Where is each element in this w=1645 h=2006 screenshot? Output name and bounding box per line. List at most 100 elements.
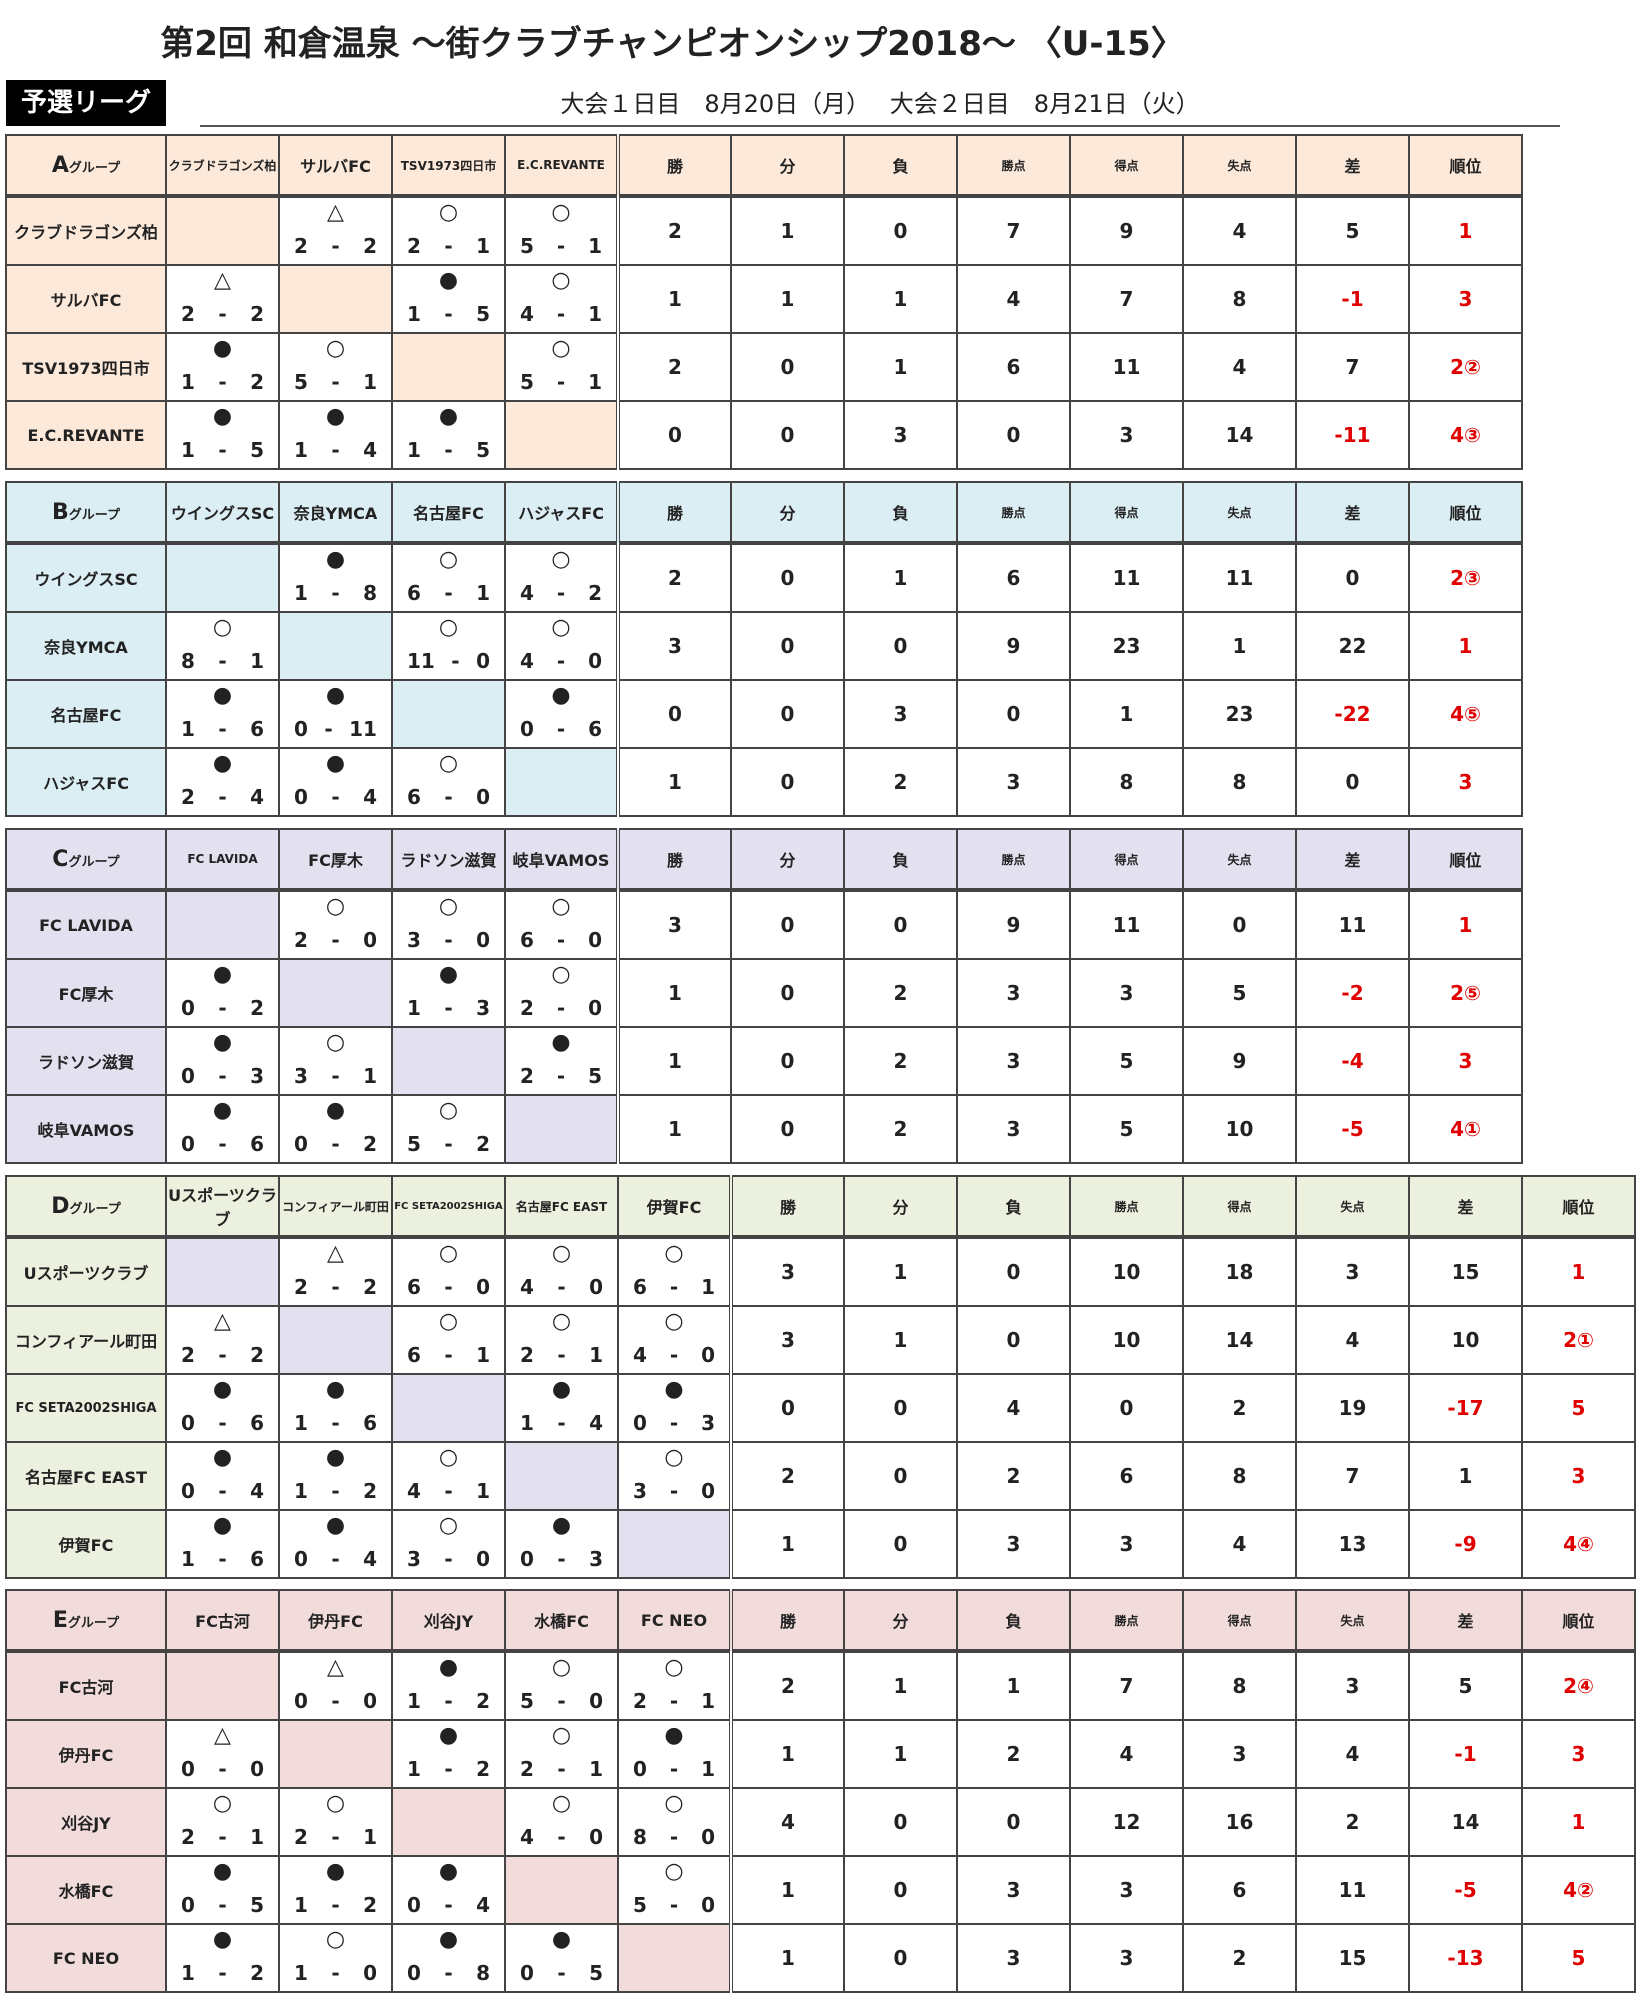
stat-value: 3 [956,958,1071,1028]
row-team-name: 岐阜VAMOS [5,1094,167,1164]
stat-value: 0 [843,194,958,266]
result-symbol: ● [212,1377,233,1402]
stat-value: 1 [616,958,732,1028]
stat-header: 差 [1408,1589,1523,1652]
match-score: 2-1 [506,1343,617,1367]
stat-value: 18 [1182,1235,1297,1307]
result-symbol: ● [325,404,346,429]
score-against: 5 [250,438,264,462]
result-symbol: ● [438,1927,459,1952]
score-for: 1 [407,996,421,1020]
result-symbol: ● [438,1655,459,1680]
match-score: 0-4 [393,1893,504,1917]
stat-header: 差 [1295,481,1410,544]
match-score: 0-4 [167,1479,278,1503]
match-result-cell: ● 0-4 [165,1441,280,1511]
stat-value: 3 [1408,747,1523,817]
result-symbol: ○ [664,1655,684,1680]
score-dash: - [331,581,340,605]
score-for: 3 [407,928,421,952]
stat-value: -1 [1295,264,1410,334]
stat-value: 0 [730,747,845,817]
score-against: 5 [476,438,490,462]
score-dash: - [556,370,566,394]
stat-value: 7 [1069,1649,1184,1721]
stat-header: 失点 [1295,1589,1410,1652]
score-against: 0 [701,1479,715,1503]
score-for: 1 [181,370,195,394]
stat-value: 2② [1408,332,1523,402]
stat-value: 2 [1182,1373,1297,1443]
stat-header: 順位 [1521,1175,1636,1238]
score-dash: - [451,649,460,673]
stat-header: 順位 [1521,1589,1636,1652]
stat-value: 3 [1069,1855,1184,1925]
stat-value: -13 [1408,1923,1523,1993]
score-dash: - [444,1961,453,1985]
stat-value: 11 [1295,1855,1410,1925]
match-result-cell: ○ 3-0 [391,888,506,960]
match-result-cell: ○ 4-0 [617,1305,732,1375]
self-match-cell [165,194,280,266]
stat-value: 1 [1182,611,1297,681]
stat-value: 3 [1521,1719,1636,1789]
match-result-cell: ○ 3-0 [391,1509,506,1579]
group-suffix: グループ [68,854,120,870]
match-result-cell: ○ 5-0 [504,1649,619,1721]
score-dash: - [218,1132,227,1156]
column-team-name: 名古屋FC EAST [504,1175,619,1238]
score-dash: - [218,649,227,673]
match-score: 3-0 [393,1547,504,1571]
team-row: サルバFC △ 2-2 ● 1-5 ○ 4-1 1 1 1 4 7 8 -1 3 [5,264,1523,334]
score-against: 3 [476,996,490,1020]
score-for: 0 [181,996,195,1020]
result-symbol: ○ [551,1241,572,1266]
score-against: 5 [588,1064,602,1088]
row-team-name: FC古河 [5,1649,167,1721]
stat-value: 5 [1408,1649,1523,1721]
score-against: 2 [476,1689,490,1713]
score-dash: - [557,1343,566,1367]
stat-value: 2 [843,747,958,817]
score-against: 4 [363,438,377,462]
score-dash: - [556,302,566,326]
column-team-name: ハジャスFC [504,481,619,544]
match-score: 0-6 [506,717,616,741]
stat-value: 4 [1182,332,1297,402]
match-score: 4-1 [506,302,616,326]
score-for: 8 [181,649,195,673]
score-for: 0 [294,717,308,741]
stat-value: 3 [1408,264,1523,334]
row-team-name: 名古屋FC EAST [5,1441,167,1511]
stat-value: 8 [1182,264,1297,334]
match-score: 2-0 [280,928,391,952]
group-label: Cグループ [5,828,167,891]
score-against: 0 [476,649,490,673]
stat-value: 3 [1069,1509,1184,1579]
score-dash: - [557,1689,566,1713]
match-score: 11-0 [393,649,504,673]
match-result-cell: ○ 2-1 [391,194,506,266]
match-result-cell: ● 0-11 [278,679,393,749]
match-score: 2-2 [167,302,278,326]
result-symbol: ○ [664,1445,684,1470]
score-dash: - [444,928,453,952]
tournament-dates: 大会１日目 8月20日（月） 大会２日目 8月21日（火） [560,90,1200,118]
score-dash: - [218,1547,227,1571]
self-match-cell [278,1305,393,1375]
match-score: 8-1 [167,649,278,673]
score-dash: - [444,1757,453,1781]
stat-value: 0 [730,400,845,470]
match-result-cell: ○ 6-0 [391,747,506,817]
result-symbol: ○ [551,1309,572,1334]
match-result-cell: ● 1-6 [165,679,280,749]
stat-value: 1 [1521,1787,1636,1857]
team-row: FC厚木 ● 0-2 ● 1-3 ○ 2-0 1 0 2 3 3 5 -2 2⑤ [5,958,1523,1028]
score-against: 0 [588,928,602,952]
match-score: 0-8 [393,1961,504,1985]
match-score: 0-4 [280,785,391,809]
match-score: 0-5 [167,1893,278,1917]
team-row: 名古屋FC EAST ● 0-4 ● 1-2 ○ 4-1 ○ 3-0 2 0 2 6 8 7 1 3 [5,1441,1636,1511]
result-symbol: ○ [438,1241,459,1266]
stat-value: 7 [1069,264,1184,334]
